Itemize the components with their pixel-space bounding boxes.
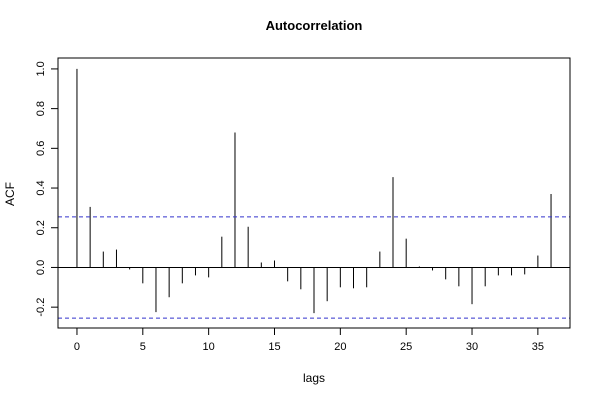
y-tick-label: 0.0: [35, 260, 47, 275]
y-tick-label: 1.0: [35, 61, 47, 76]
x-tick-label: 35: [532, 341, 544, 353]
chart-title: Autocorrelation: [266, 18, 363, 33]
y-tick-label: -0.2: [35, 298, 47, 317]
x-axis: 0 5 10 15 20 25 30 35: [74, 327, 544, 353]
x-tick-label: 0: [74, 341, 80, 353]
y-tick-label: 0.6: [35, 141, 47, 156]
acf-bars: [76, 68, 552, 314]
y-axis-label: ACF: [3, 182, 17, 206]
y-axis: -0.2 0.0 0.2 0.4 0.6 0.8 1.0: [35, 61, 59, 317]
x-tick-label: 20: [334, 341, 346, 353]
y-tick-label: 0.4: [35, 180, 47, 195]
confidence-bounds: [58, 216, 570, 319]
y-tick-label: 0.8: [35, 101, 47, 116]
x-tick-label: 25: [400, 341, 412, 353]
x-tick-label: 15: [268, 341, 280, 353]
y-tick-label: 0.2: [35, 220, 47, 235]
x-tick-label: 10: [203, 341, 215, 353]
x-tick-label: 30: [466, 341, 478, 353]
x-axis-label: lags: [303, 371, 325, 385]
x-tick-label: 5: [140, 341, 146, 353]
